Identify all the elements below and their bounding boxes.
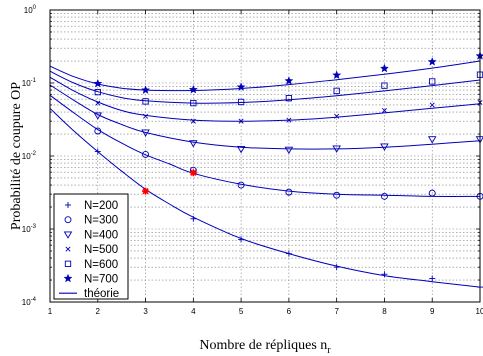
data-point-n-700 [427, 57, 437, 66]
x-tick-label: 7 [334, 307, 339, 316]
highlight-point [142, 187, 150, 195]
data-point-n-400 [93, 112, 103, 120]
data-point-n-200 [333, 264, 340, 271]
y-tick-labels: 10-4 10-3 10-2 10-1 100 [22, 5, 37, 307]
data-point-n-700 [141, 85, 151, 94]
y-tick-label: 10-2 [22, 151, 37, 161]
data-point-n-400 [141, 129, 150, 137]
data-point-n-400 [236, 145, 246, 154]
legend-label: N=700 [84, 274, 118, 286]
y-axis-label: Probabilité de coupure OP [9, 82, 24, 230]
data-point-n-500 [190, 118, 196, 124]
data-point-n-700 [236, 82, 246, 91]
x-tick-label: 3 [143, 307, 148, 316]
data-point-n-300 [333, 191, 341, 199]
y-tick-label: 10-3 [22, 224, 37, 234]
data-point-n-700 [332, 70, 342, 80]
legend-label: théorie [84, 288, 119, 300]
data-point-n-700 [93, 78, 103, 88]
data-point-n-400 [284, 146, 294, 155]
x-tick-label: 4 [191, 307, 196, 316]
data-point-n-300 [142, 151, 150, 158]
data-point-n-500 [334, 113, 340, 119]
x-tick-label: 9 [430, 307, 435, 316]
highlight-markers [142, 169, 197, 195]
data-markers [93, 51, 483, 291]
data-point-n-500 [381, 107, 387, 114]
data-point-n-300 [428, 189, 436, 197]
data-point-n-300 [380, 192, 388, 200]
data-point-n-500 [143, 113, 149, 119]
legend-symbol-n-200 [65, 202, 71, 208]
legend: N=200 N=300 N=400 N=500 N=600 N=700 théorie [53, 193, 129, 300]
data-point-n-200 [285, 250, 292, 257]
y-tick-label: 10-4 [22, 297, 37, 307]
x-tick-label: 10 [476, 307, 483, 316]
data-point-n-700 [284, 76, 294, 85]
data-point-n-600 [285, 95, 293, 102]
data-point-n-600 [94, 88, 101, 96]
theory-curve-n-400 [49, 84, 481, 150]
x-tick-label: 2 [96, 307, 101, 316]
legend-label: N=200 [84, 200, 118, 212]
x-tick-label: 6 [287, 307, 292, 316]
legend-symbol-n-700 [63, 273, 73, 283]
data-point-n-500 [238, 118, 244, 124]
data-point-n-600 [142, 98, 149, 105]
data-point-n-400 [189, 140, 198, 148]
legend-label: N=500 [84, 244, 118, 256]
legend-symbol-n-500 [65, 246, 71, 252]
data-point-n-400 [427, 136, 437, 144]
data-point-n-200 [381, 271, 388, 278]
highlight-point [189, 169, 197, 177]
x-tick-label: 8 [382, 307, 387, 316]
data-point-n-700 [380, 63, 389, 73]
data-point-n-400 [380, 143, 389, 151]
x-tick-label: 5 [239, 307, 244, 316]
data-point-n-500 [429, 102, 435, 108]
data-point-n-300 [94, 127, 102, 135]
grid-lines [49, 10, 481, 302]
data-point-n-300 [237, 181, 245, 189]
x-axis-label: Nombre de répliques nr [199, 338, 331, 356]
data-point-n-500 [286, 117, 292, 123]
data-point-n-200 [94, 148, 101, 155]
data-point-n-600 [190, 99, 197, 107]
data-point-n-600 [333, 87, 340, 95]
data-point-n-600 [381, 82, 388, 89]
data-point-n-400 [332, 145, 341, 153]
legend-symbol-n-300 [64, 216, 72, 224]
legend-label: N=300 [84, 215, 118, 227]
legend-label: N=600 [84, 259, 118, 271]
legend-symbol-n-400 [63, 231, 73, 239]
data-point-n-700 [188, 84, 198, 94]
theory-curve-n-600 [49, 70, 481, 104]
data-point-n-600 [429, 78, 436, 85]
legend-label: N=400 [84, 229, 118, 241]
data-point-n-200 [238, 236, 245, 243]
data-point-n-200 [190, 215, 197, 222]
x-tick-label: 1 [48, 307, 53, 316]
y-tick-label: 100 [24, 5, 37, 15]
legend-symbol-n-600 [64, 260, 72, 267]
axis-ticks [49, 9, 481, 303]
data-point-n-600 [237, 98, 245, 106]
data-point-n-200 [429, 275, 436, 282]
data-point-n-300 [285, 188, 293, 196]
x-tick-labels: 1 2 3 4 5 6 7 8 9 10 [48, 307, 483, 316]
y-tick-label: 10-1 [22, 78, 37, 88]
data-point-n-500 [95, 100, 101, 106]
